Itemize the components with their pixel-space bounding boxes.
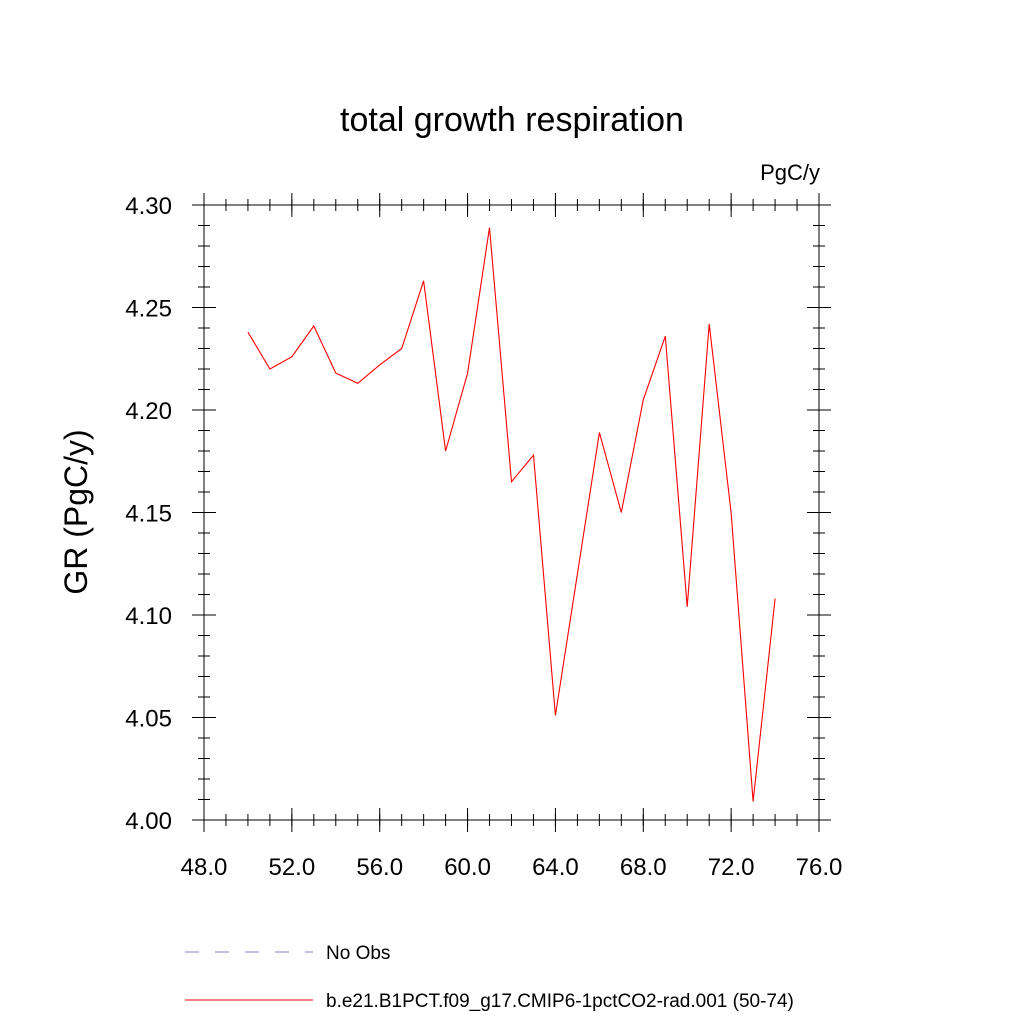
- x-tick-label: 64.0: [532, 854, 579, 881]
- x-tick-label: 48.0: [181, 854, 228, 881]
- legend-label: b.e21.B1PCT.f09_g17.CMIP6-1pctCO2-rad.00…: [326, 991, 794, 1012]
- x-tick-label: 56.0: [356, 854, 403, 881]
- x-tick-label: 52.0: [268, 854, 315, 881]
- legend-label: No Obs: [326, 943, 390, 964]
- series-line: [247, 227, 776, 802]
- y-axis-tick-labels: 4.00 4.05 4.10 4.15 4.20 4.25 4.30: [125, 193, 172, 835]
- x-axis-tick-labels: 48.0 52.0 56.0 60.0 64.0 68.0 72.0 76.0: [181, 854, 843, 881]
- y-tick-label: 4.20: [125, 398, 172, 425]
- y-axis-title: GR (PgC/y): [58, 429, 94, 594]
- y-tick-label: 4.25: [125, 296, 172, 323]
- x-tick-label: 76.0: [796, 854, 843, 881]
- y-tick-label: 4.00: [125, 808, 172, 835]
- series-layer: [247, 227, 776, 802]
- legend: No Obs b.e21.B1PCT.f09_g17.CMIP6-1pctCO2-…: [185, 943, 794, 1012]
- y-tick-label: 4.10: [125, 603, 172, 630]
- x-tick-label: 72.0: [708, 854, 755, 881]
- y-tick-label: 4.15: [125, 501, 172, 528]
- units-label: PgC/y: [760, 160, 820, 185]
- y-tick-label: 4.30: [125, 193, 172, 220]
- axis-ticks: [192, 193, 831, 832]
- x-tick-label: 68.0: [620, 854, 667, 881]
- plot-frame: [203, 204, 820, 821]
- x-tick-label: 60.0: [444, 854, 491, 881]
- chart-title: total growth respiration: [340, 101, 684, 139]
- y-tick-label: 4.05: [125, 706, 172, 733]
